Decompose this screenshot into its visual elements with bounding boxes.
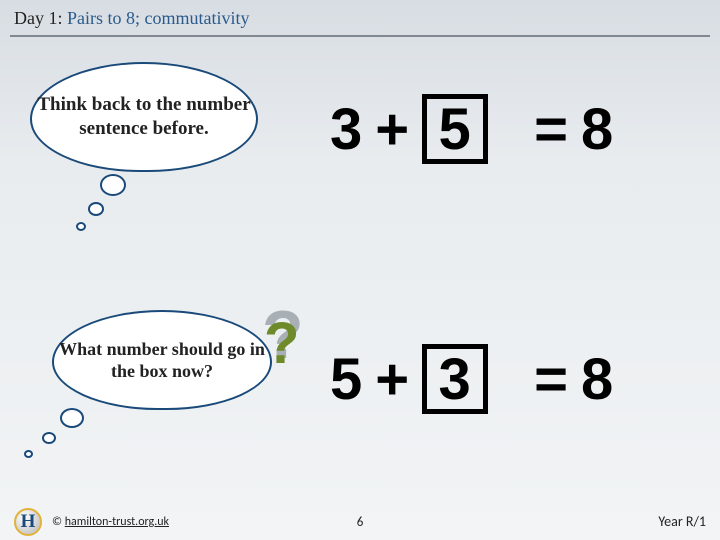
eq-operator: +	[375, 346, 410, 413]
bubble-tail-dot	[76, 222, 86, 231]
eq-equals: =	[534, 346, 569, 413]
eq-operand: 5	[330, 346, 363, 413]
thought-bubble-1: Think back to the number sentence before…	[30, 62, 258, 172]
bubble-text: What number should go in the box now?	[54, 338, 270, 383]
bubble-body: Think back to the number sentence before…	[30, 62, 258, 172]
bubble-tail-dot	[42, 432, 56, 444]
eq-boxed-value: 5	[422, 94, 488, 164]
eq-result: 8	[581, 96, 614, 163]
bubble-body: What number should go in the box now?	[52, 310, 272, 410]
question-mark-icon: ?	[264, 310, 299, 377]
copyright-link[interactable]: hamilton-trust.org.uk	[65, 515, 169, 529]
hamilton-logo: H	[14, 508, 42, 536]
logo-letter: H	[21, 511, 36, 533]
eq-result: 8	[581, 346, 614, 413]
question-mark-decor: ? ?	[262, 296, 332, 386]
page-number: 6	[357, 515, 364, 530]
bubble-tail-dot	[100, 174, 126, 196]
eq-operator: +	[375, 96, 410, 163]
copyright: © hamilton-trust.org.uk	[52, 515, 169, 529]
eq-boxed-value: 3	[422, 344, 488, 414]
bubble-text: Think back to the number sentence before…	[32, 93, 256, 141]
slide-header: Day 1: Pairs to 8; commutativity	[0, 0, 720, 33]
eq-equals: =	[534, 96, 569, 163]
bubble-tail-dot	[24, 450, 33, 458]
header-underline	[10, 35, 710, 37]
header-title: Pairs to 8; commutativity	[63, 8, 250, 28]
day-prefix: Day 1:	[14, 8, 63, 28]
eq-operand: 3	[330, 96, 363, 163]
copyright-symbol: ©	[52, 515, 62, 529]
equation-1: 3 + 5 = 8	[330, 94, 614, 164]
equation-2: 5 + 3 = 8	[330, 344, 614, 414]
bubble-tail-dot	[88, 202, 104, 216]
year-label: Year R/1	[658, 513, 706, 530]
thought-bubble-2: What number should go in the box now?	[52, 310, 272, 410]
bubble-tail-dot	[60, 408, 84, 428]
